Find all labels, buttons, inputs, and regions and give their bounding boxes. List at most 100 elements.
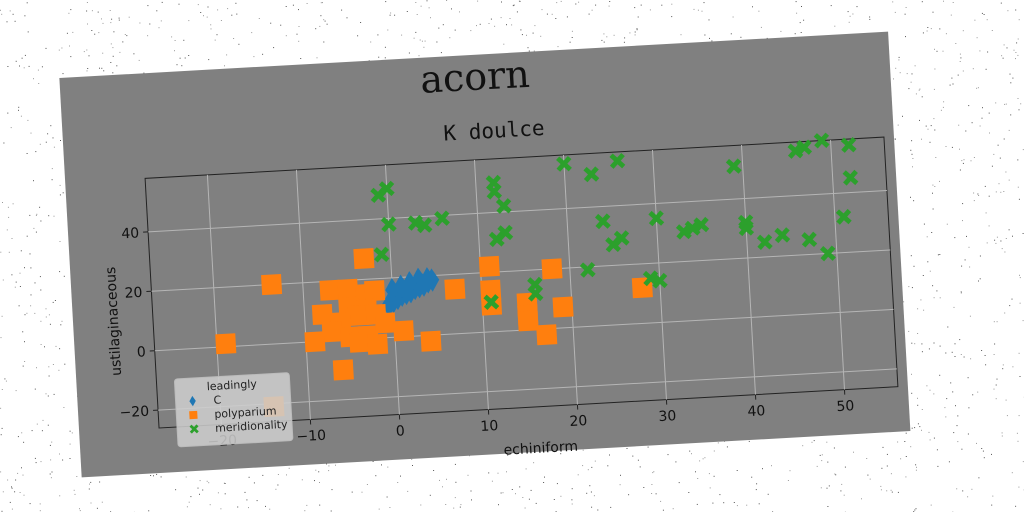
x-tick-label: 20 [569,413,588,430]
noise-dot [91,10,93,12]
noise-dot [59,241,61,242]
noise-dot [60,324,62,326]
noise-dot [1006,415,1008,417]
noise-dot [306,3,308,4]
noise-dot [3,142,5,144]
noise-dot [17,436,19,438]
noise-dot [937,254,939,256]
noise-dot [26,153,28,154]
noise-dot [1020,103,1022,105]
noise-dot [411,458,413,460]
noise-dot [35,214,37,216]
noise-dot [50,459,52,461]
noise-dot [442,24,444,26]
square-point [261,274,283,296]
noise-dot [981,350,983,351]
noise-dot [911,153,913,155]
noise-dot [223,482,225,484]
noise-dot [47,133,49,135]
noise-dot [992,495,994,497]
noise-dot [886,465,888,467]
noise-dot [905,432,907,434]
noise-dot [946,398,948,400]
noise-dot [970,358,972,360]
noise-dot [976,37,978,39]
x-point [609,152,626,169]
noise-dot [446,0,448,1]
noise-dot [970,160,972,162]
noise-dot [853,451,854,453]
noise-dot [59,495,61,497]
noise-dot [58,369,60,371]
noise-dot [277,474,279,475]
noise-dot [83,51,85,53]
noise-dot [224,483,226,484]
noise-dot [726,446,728,448]
noise-dot [306,504,308,506]
noise-dot [63,275,65,277]
legend-title: leadingly [206,377,257,393]
noise-dot [37,69,39,71]
noise-dot [183,39,185,41]
noise-dot [736,505,738,507]
noise-dot [226,54,228,56]
noise-dot [69,430,71,432]
noise-dot [813,440,815,442]
noise-dot [248,507,249,509]
noise-dot [624,37,626,39]
noise-dot [955,405,956,407]
noise-dot [688,492,690,493]
noise-dot [341,9,343,11]
noise-dot [1012,235,1013,237]
noise-dot [178,3,180,5]
noise-dot [421,40,423,42]
noise-dot [467,474,469,476]
noise-dot [64,363,66,365]
noise-dot [503,43,505,45]
noise-dot [636,29,638,31]
square-point [536,324,558,346]
noise-dot [40,344,42,345]
noise-dot [63,407,65,408]
noise-dot [217,492,219,494]
noise-dot [917,404,919,406]
noise-dot [1000,2,1002,4]
noise-dot [275,488,277,490]
noise-dot [502,492,504,494]
noise-dot [277,484,279,486]
noise-dot [959,61,961,62]
noise-dot [911,73,913,75]
noise-dot [521,34,523,36]
noise-dot [571,30,573,32]
noise-dot [97,11,99,13]
x-point [738,220,755,237]
noise-dot [522,497,524,498]
noise-dot [917,333,919,334]
noise-dot [34,312,36,314]
noise-dot [150,475,152,476]
noise-dot [27,31,29,33]
diamond-point [402,271,418,295]
noise-dot [966,235,967,237]
noise-dot [1002,57,1004,59]
noise-dot [442,486,443,488]
noise-dot [449,37,451,39]
square-point [367,333,389,355]
noise-dot [102,22,104,24]
noise-dot [1001,432,1003,434]
noise-dot [652,472,654,474]
noise-dot [375,475,377,477]
noise-dot [610,506,612,508]
noise-dot [1,427,3,429]
noise-dot [945,416,947,418]
noise-dot [406,11,408,12]
noise-dot [960,354,962,355]
noise-dot [533,462,535,464]
noise-dot [1,13,3,15]
noise-dot [689,450,691,452]
noise-dot [620,474,621,476]
noise-dot [929,389,931,391]
noise-dot [89,483,90,485]
noise-dot [24,341,25,343]
noise-dot [39,143,41,145]
